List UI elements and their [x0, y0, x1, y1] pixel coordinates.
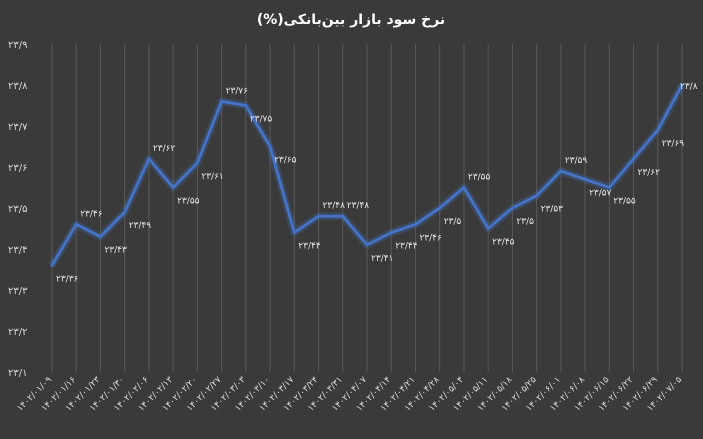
data-label: ۲۳/۵۵: [613, 197, 636, 207]
data-point: [98, 235, 102, 239]
data-point: [656, 128, 660, 132]
data-label: ۲۳/۴۶: [419, 233, 442, 243]
data-label: ۲۳/۶۱: [201, 172, 223, 182]
series-layer: [48, 83, 686, 268]
data-point: [195, 161, 199, 165]
y-tick-label: ۲۳/۹: [8, 40, 27, 51]
data-label: ۲۳/۴۹: [129, 221, 152, 231]
y-tick-label: ۲۳/۸: [8, 81, 28, 92]
data-point: [535, 194, 539, 198]
data-point: [607, 186, 611, 189]
data-label: ۲۳/۵: [516, 217, 534, 227]
data-point: [268, 145, 272, 148]
data-label: ۲۳/۳۶: [56, 274, 79, 284]
data-point: [486, 227, 490, 230]
data-label: ۲۳/۷۵: [250, 115, 273, 125]
data-label: ۲۳/۵۳: [541, 205, 564, 215]
data-label: ۲۳/۴۳: [104, 246, 127, 256]
data-point: [123, 210, 127, 214]
data-point: [462, 186, 466, 189]
chart-title: نرخ سود بازار بین‌بانکی(%): [257, 12, 445, 28]
data-label: ۲۳/۵: [444, 217, 462, 227]
data-point: [438, 206, 442, 210]
data-point: [244, 104, 248, 107]
data-label: ۲۳/۴۴: [298, 242, 321, 252]
y-tick-label: ۲۳/۷: [8, 122, 28, 133]
data-labels: ۲۳/۳۶ ۲۳/۴۶ ۲۳/۴۳ ۲۳/۴۹ ۲۳/۶۲ ۲۳/۵۵ ۲۳/۶۱ ۲۳/۷۶…: [56, 82, 698, 284]
data-label: ۲۳/۶۹: [662, 139, 685, 149]
data-label: ۲۳/۴۸: [323, 201, 346, 211]
data-label: ۲۳/۵۷: [589, 188, 612, 198]
data-point: [341, 214, 345, 218]
data-point: [510, 206, 514, 210]
data-label: ۲۳/۵۵: [177, 197, 200, 207]
data-point: [292, 231, 296, 235]
y-tick-label: ۲۳/۵: [8, 204, 27, 215]
y-tick-label: ۲۳/۶: [8, 163, 27, 174]
x-axis: ۱۴۰۲/۰۱/۰۹۱۴۰۲/۰۱/۱۶۱۴۰۲/۰۱/۲۳۱۴۰۲/۰۱/۳۰…: [15, 375, 684, 414]
data-point: [147, 157, 151, 161]
data-label: ۲۳/۴۱: [371, 254, 393, 264]
data-label: ۲۳/۴۶: [80, 209, 103, 219]
data-point: [632, 157, 636, 161]
y-tick-label: ۲۳/۳: [8, 286, 28, 297]
y-tick-label: ۲۳/۱: [8, 368, 27, 379]
data-point: [389, 231, 393, 235]
grid-layer: [51, 44, 683, 372]
data-point: [583, 177, 587, 181]
data-point: [171, 186, 175, 189]
data-label: ۲۳/۶۵: [274, 156, 297, 166]
data-point: [317, 214, 321, 218]
data-label: ۲۳/۸: [680, 82, 698, 92]
data-point: [74, 222, 78, 226]
y-tick-label: ۲۳/۴: [8, 245, 27, 256]
y-tick-label: ۲۳/۲: [8, 327, 27, 338]
data-label: ۲۳/۴۵: [492, 238, 515, 248]
data-point: [559, 169, 563, 173]
data-label: ۲۳/۵۵: [468, 173, 491, 183]
data-label: ۲۳/۴۴: [395, 242, 418, 252]
data-label: ۲۳/۶۲: [153, 144, 176, 154]
data-label: ۲۳/۴۸: [347, 201, 370, 211]
y-axis: ۲۳/۹ ۲۳/۸ ۲۳/۷ ۲۳/۶ ۲۳/۵ ۲۳/۴ ۲۳/۳ ۲۳/۲ ۲۳/۱: [8, 40, 28, 379]
data-label: ۲۳/۶۲: [638, 168, 661, 178]
data-point: [680, 83, 684, 87]
data-label: ۲۳/۷۶: [226, 86, 249, 96]
data-point: [50, 263, 54, 267]
data-label: ۲۳/۵۹: [565, 156, 588, 166]
data-point: [365, 243, 369, 247]
data-point: [413, 222, 417, 226]
data-point: [220, 99, 224, 103]
